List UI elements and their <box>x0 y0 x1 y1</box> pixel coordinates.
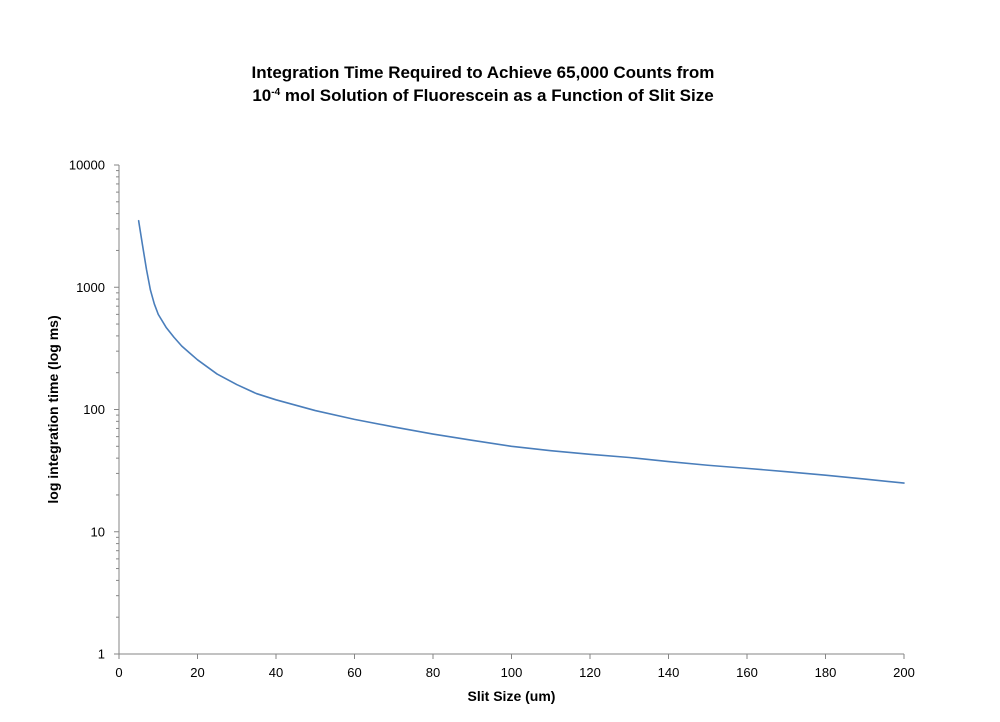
axes <box>118 165 904 655</box>
title-exponent: -4 <box>271 87 281 98</box>
x-tick-label: 40 <box>269 665 283 680</box>
title-line-2-rest: mol Solution of Fluorescein as a Functio… <box>280 86 714 105</box>
x-tick-label: 100 <box>501 665 523 680</box>
tick-labels: 0 20 40 60 80 100 120 140 160 180 200 1 10 100 1000 100… <box>69 158 915 681</box>
x-tick-label: 180 <box>815 665 837 680</box>
chart-title: Integration Time Required to Achieve 65,… <box>0 61 966 107</box>
y-tick-label: 10000 <box>69 158 105 173</box>
series <box>137 219 905 484</box>
series-line <box>137 219 905 484</box>
x-tick-label: 60 <box>347 665 361 680</box>
y-axis-title: log integration time (log ms) <box>45 315 61 503</box>
x-axis-title: Slit Size (um) <box>468 688 556 704</box>
x-tick-label: 80 <box>426 665 440 680</box>
x-tick-label: 0 <box>115 665 122 680</box>
chart-title-line-1: Integration Time Required to Achieve 65,… <box>251 63 715 82</box>
x-tick-label: 200 <box>893 665 915 680</box>
y-tick-label: 100 <box>83 402 105 417</box>
y-tick-label: 10 <box>91 524 105 539</box>
chart-title-line-2: 10-4 mol Solution of Fluorescein as a Fu… <box>0 84 966 107</box>
y-tick-label: 1000 <box>76 280 105 295</box>
x-tick-label: 20 <box>190 665 204 680</box>
title-exponent-base: 10 <box>252 86 272 105</box>
x-tick-label: 160 <box>736 665 758 680</box>
y-tick-label: 1 <box>98 647 105 662</box>
ticks <box>114 164 905 659</box>
x-tick-label: 120 <box>579 665 601 680</box>
x-tick-label: 140 <box>658 665 680 680</box>
